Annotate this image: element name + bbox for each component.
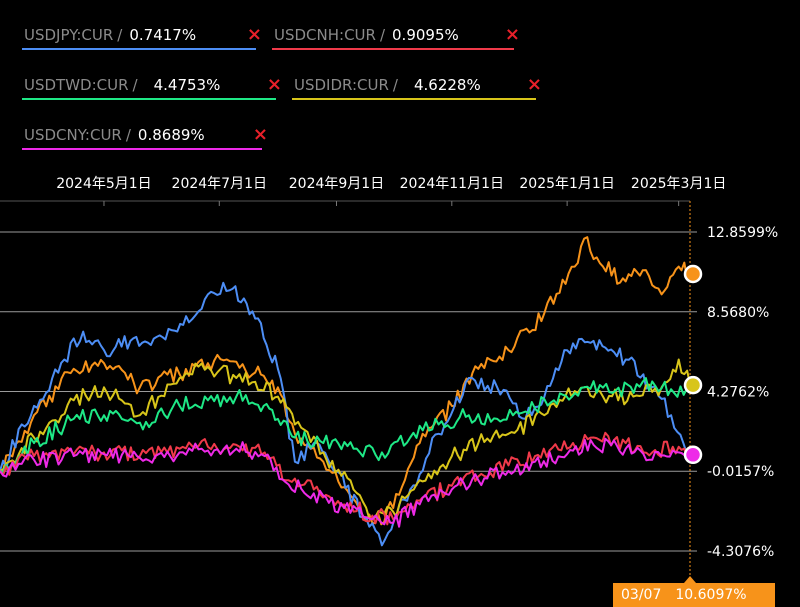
crosshair-value: 10.6097% [675,587,747,603]
legend-item-usdidr[interactable]: USDIDR:CUR / 4.6228% × [292,72,542,100]
x-tick-label: 2024年11月1日 [400,176,504,192]
legend-separator: / [125,126,131,144]
x-axis-labels: 2024年5月1日 2024年7月1日 2024年9月1日 2024年11月1日 202… [56,176,726,192]
y-tick-label: 4.2762% [707,384,769,400]
crosshair-arrow [684,576,696,583]
legend-item-usdtwd[interactable]: USDTWD:CUR / 4.4753% × [22,72,282,100]
series-end-marker [683,445,703,465]
x-tick-label: 2025年3月1日 [631,176,726,192]
legend-item-usdjpy[interactable]: USDJPY:CUR / 0.7417% × [22,22,262,50]
x-tick-label: 2025年1月1日 [519,176,614,192]
legend-symbol: USDIDR:CUR [294,76,389,94]
legend-value: 0.8689% [137,126,205,144]
remove-icon[interactable]: × [252,124,268,145]
legend-value: 4.6228% [413,76,481,94]
legend-separator: / [117,26,123,44]
series-line [0,437,691,528]
crosshair-tooltip: 03/07 10.6097% [613,583,775,607]
remove-icon[interactable]: × [266,74,282,95]
y-tick-label: 8.5680% [707,305,769,321]
series-end-marker [683,264,703,284]
grid-lines [0,200,697,552]
legend-value: 4.4753% [153,76,221,94]
legend-separator: / [379,26,386,44]
legend-value: 0.9095% [392,26,459,44]
legend-symbol: USDTWD:CUR [24,76,129,94]
legend-item-usdcnh[interactable]: USDCNH:CUR / 0.9095% × [272,22,520,50]
remove-icon[interactable]: × [526,74,542,95]
y-tick-label: -0.0157% [707,464,774,480]
legend-separator: / [132,76,138,94]
legend-symbol: USDJPY:CUR [24,26,114,44]
x-tick-label: 2024年9月1日 [289,176,384,192]
x-tick-label: 2024年5月1日 [56,176,151,192]
crosshair-date: 03/07 [621,587,662,603]
legend-symbol: USDCNY:CUR [24,126,122,144]
y-tick-label: -4.3076% [707,544,774,560]
legend-symbol: USDCNH:CUR [274,26,376,44]
series-line [0,236,691,526]
x-tick-label: 2024年7月1日 [172,176,267,192]
remove-icon[interactable]: × [504,24,520,45]
legend-item-usdcny[interactable]: USDCNY:CUR / 0.8689% × [22,122,268,150]
series-lines [0,236,691,547]
legend-value: 0.7417% [129,26,197,44]
y-tick-label: 12.8599% [707,225,778,241]
series-line [0,377,691,473]
remove-icon[interactable]: × [246,24,262,45]
series-line [0,358,691,521]
series-end-marker [683,375,703,395]
y-axis-labels: 12.8599% 8.5680% 4.2762% -0.0157% -4.3076% [707,225,778,560]
legend-separator: / [392,76,398,94]
end-markers [683,264,703,465]
